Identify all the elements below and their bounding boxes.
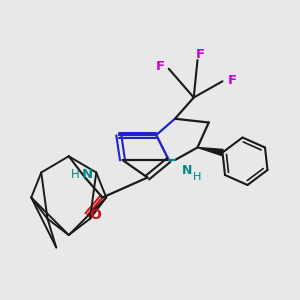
Text: N: N — [182, 164, 193, 176]
Text: F: F — [228, 74, 237, 86]
Text: F: F — [155, 60, 165, 73]
Text: H: H — [70, 169, 80, 182]
Text: H: H — [193, 172, 202, 182]
Text: O: O — [89, 208, 101, 222]
Text: N: N — [82, 169, 93, 182]
Text: F: F — [195, 49, 205, 62]
Polygon shape — [197, 148, 223, 156]
